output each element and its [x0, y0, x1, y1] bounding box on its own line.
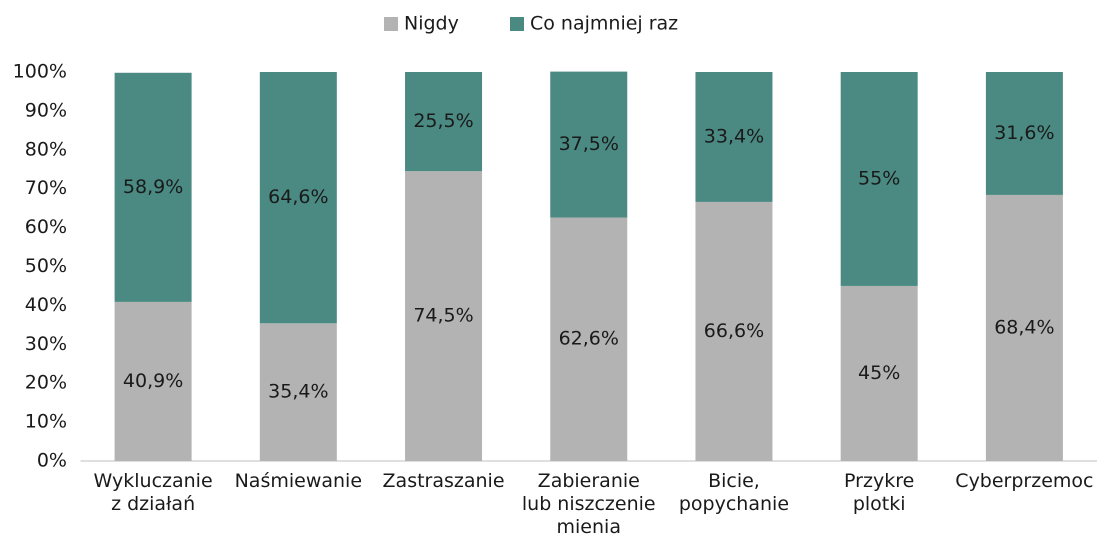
- y-tick-label: 40%: [25, 294, 67, 316]
- bar-segment: [695, 201, 773, 461]
- legend-label: Co najmniej raz: [530, 13, 678, 35]
- bar-segment: [840, 72, 918, 286]
- bar-segment: [114, 301, 192, 461]
- bar-segment: [985, 72, 1063, 195]
- y-tick-label: 20%: [25, 372, 67, 394]
- data-label: 33,4%: [704, 125, 764, 147]
- x-tick-label: Wykluczanie z działań: [93, 470, 213, 515]
- data-label: 62,6%: [559, 328, 619, 350]
- data-label: 74,5%: [413, 305, 473, 327]
- y-tick-label: 100%: [13, 61, 67, 83]
- legend-swatch: [510, 17, 524, 31]
- data-label: 68,4%: [994, 316, 1054, 338]
- x-tick-label: Naśmiewanie: [234, 470, 363, 492]
- data-label: 35,4%: [268, 381, 328, 403]
- bar-segment: [985, 194, 1063, 461]
- bar-segment: [405, 72, 483, 172]
- data-label: 66,6%: [704, 320, 764, 342]
- y-tick-label: 90%: [25, 99, 67, 121]
- data-label: 31,6%: [994, 122, 1054, 144]
- y-tick-label: 80%: [25, 138, 67, 160]
- data-label: 64,6%: [268, 186, 328, 208]
- y-tick-label: 50%: [25, 255, 67, 277]
- bar-segment: [259, 323, 337, 461]
- data-label: 25,5%: [413, 110, 473, 132]
- data-label: 37,5%: [559, 133, 619, 155]
- y-tick-label: 70%: [25, 177, 67, 199]
- y-tick-label: 0%: [37, 450, 67, 472]
- data-label: 55%: [858, 167, 900, 189]
- bar-segment: [550, 71, 628, 218]
- data-label: 45%: [858, 362, 900, 384]
- legend-label: Nigdy: [404, 13, 459, 35]
- data-label: 58,9%: [123, 176, 183, 198]
- y-tick-label: 30%: [25, 333, 67, 355]
- bar-segment: [695, 72, 773, 202]
- x-tick-label: Zabieranie lub niszczenie mienia: [521, 470, 656, 538]
- bar-segment: [259, 72, 337, 324]
- data-label: 40,9%: [123, 370, 183, 392]
- x-tick-label: Bicie, popychanie: [678, 470, 790, 515]
- x-tick-label: Zastraszanie: [382, 470, 505, 492]
- y-tick-label: 10%: [25, 411, 67, 433]
- y-tick-label: 60%: [25, 216, 67, 238]
- x-tick-label: Cyberprzemoc: [955, 470, 1094, 492]
- x-tick-label: Przykre plotki: [844, 470, 915, 515]
- bar-segment: [550, 217, 628, 461]
- bar-segment: [114, 72, 192, 302]
- bar-segment: [840, 285, 918, 461]
- legend-swatch: [384, 17, 398, 31]
- bar-segment: [405, 171, 483, 461]
